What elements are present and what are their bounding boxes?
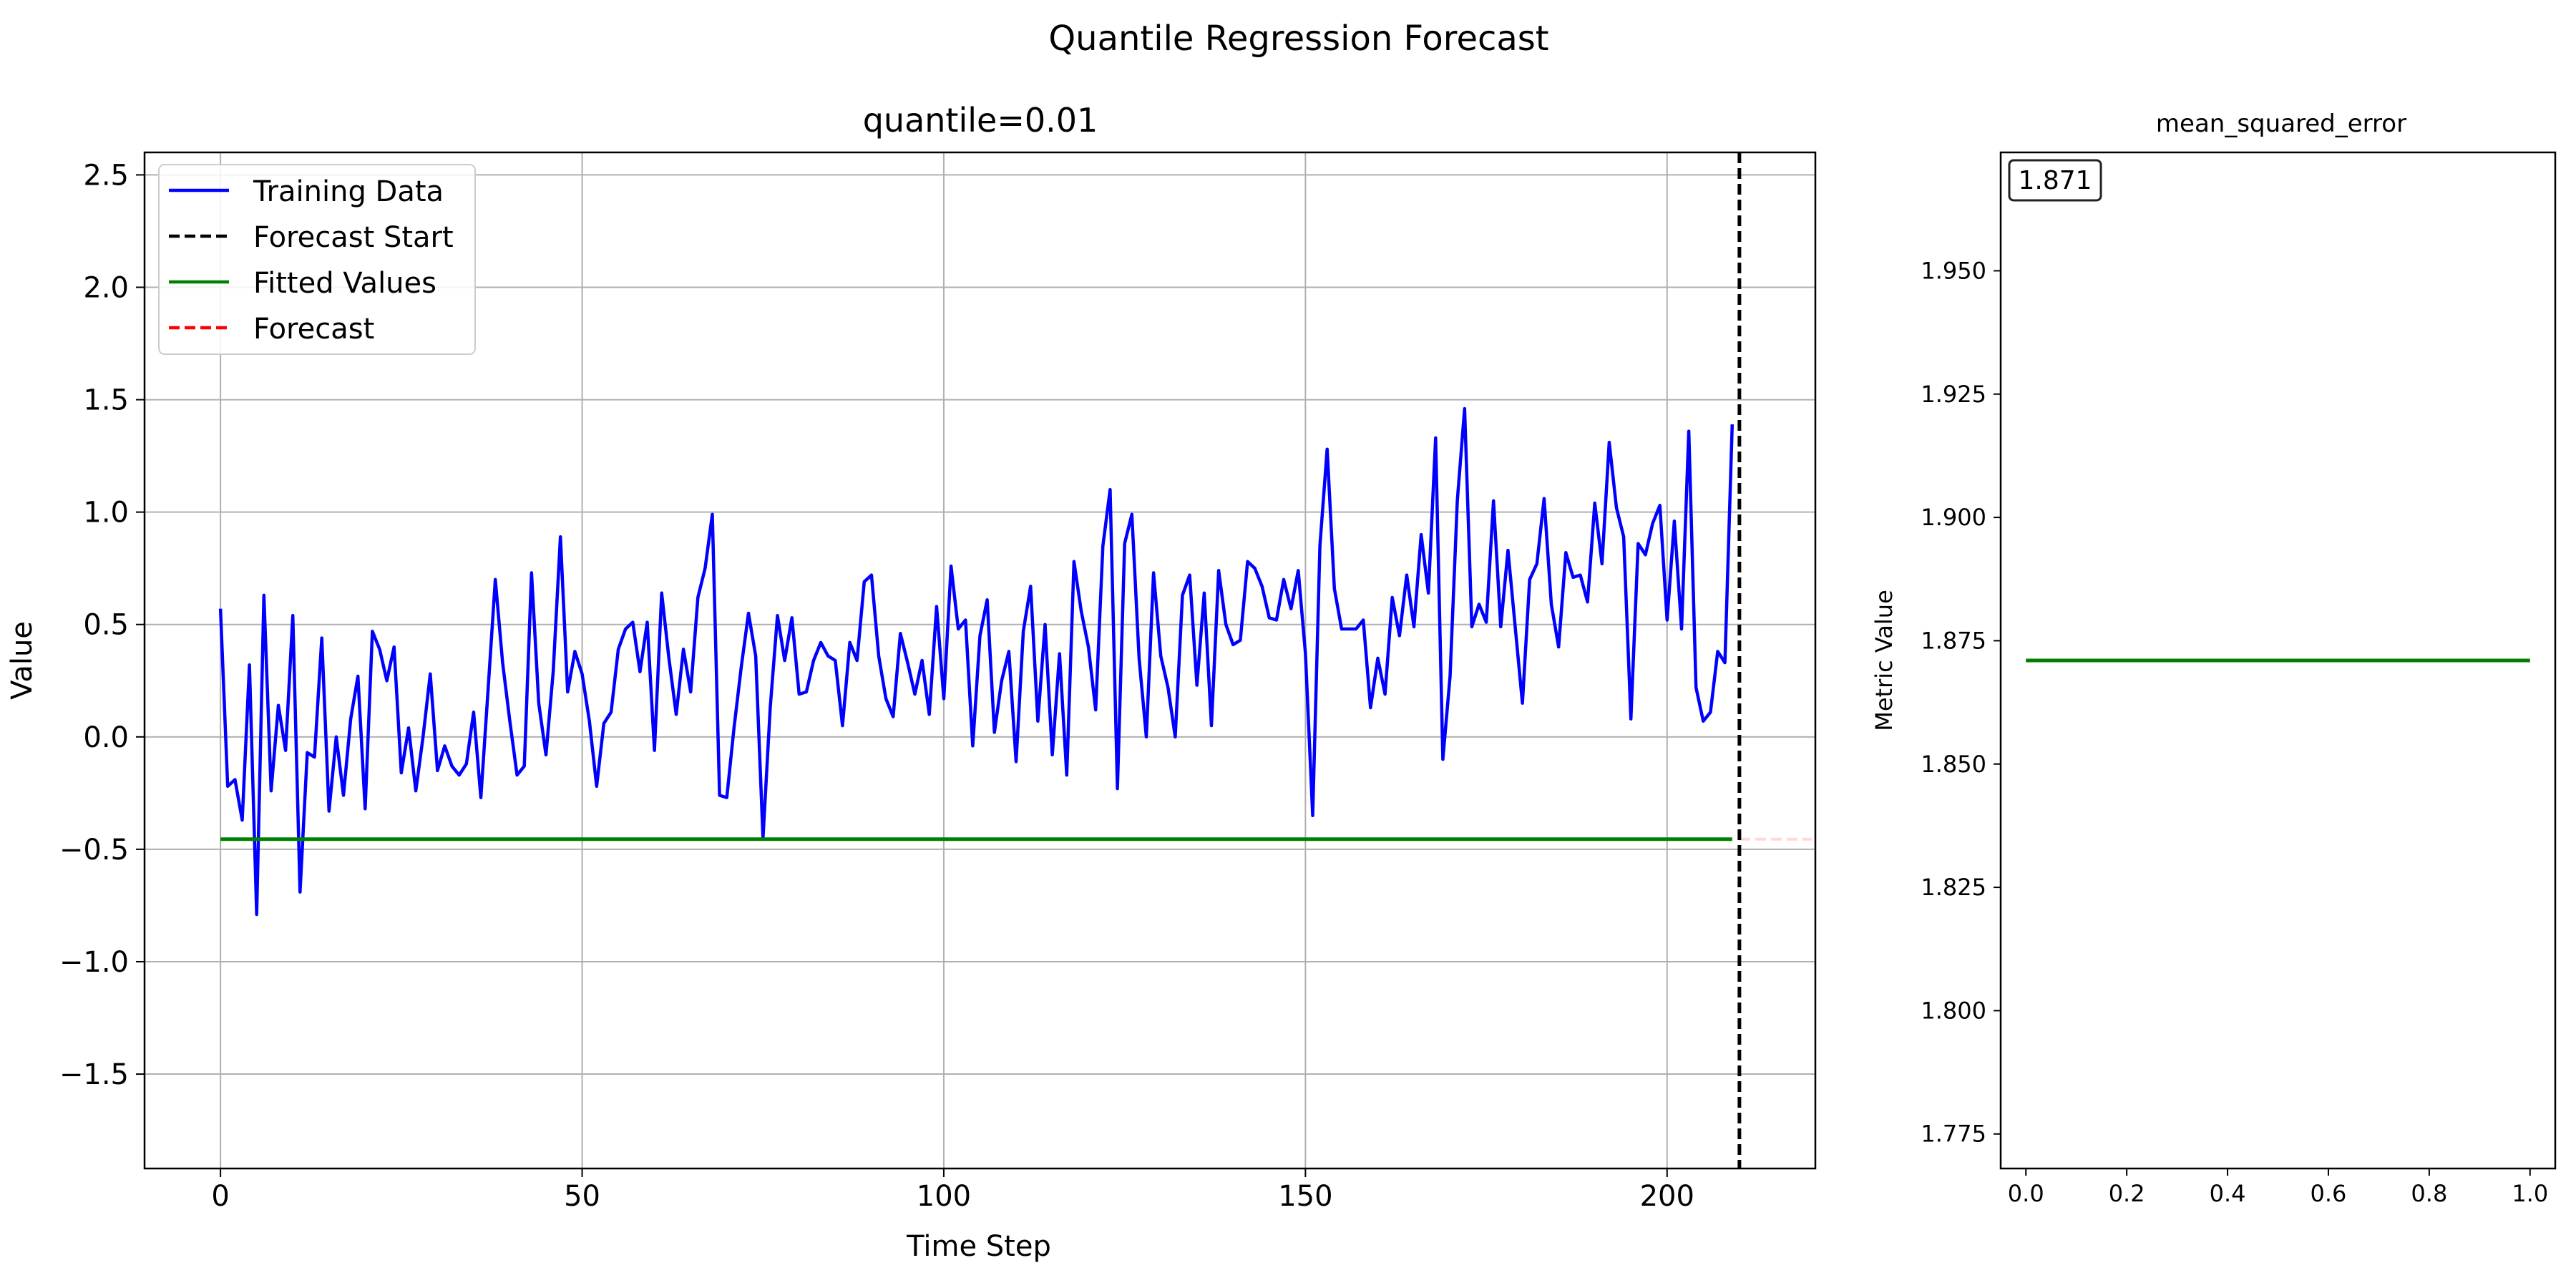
- forecast-panel-frame: [143, 151, 1817, 1170]
- legend-label-training-data: Training Data: [253, 175, 444, 208]
- y-tick-label: 1.5: [83, 384, 129, 417]
- metric-panel-title: mean_squared_error: [2156, 109, 2406, 138]
- legend-label-forecast-start: Forecast Start: [253, 221, 454, 254]
- y-tick-label: 1.925: [1921, 381, 1986, 408]
- metric-panel-frame: [1999, 151, 2557, 1170]
- x-tick-label: 0.0: [2008, 1180, 2044, 1207]
- y-tick-label: 1.800: [1921, 997, 1986, 1024]
- x-tick-label: 150: [1278, 1180, 1332, 1213]
- legend-box: [158, 164, 476, 355]
- metric-panel-y-ticks: 1.775 1.800 1.825 1.850 1.875 1.900 1.925 1.950: [1921, 257, 2001, 1148]
- forecast-panel: quantile=0.01 0 50 100 150 200 −1.5 −1.0 −0.5 0…: [6, 101, 1817, 1263]
- y-tick-label: 0.5: [83, 609, 129, 642]
- metric-value-box: [2008, 159, 2102, 202]
- forecast-panel-x-label: Time Step: [906, 1230, 1051, 1263]
- y-tick-label: 1.875: [1921, 627, 1986, 654]
- forecast-panel-x-ticks: 0 50 100 150 200: [211, 1169, 1694, 1213]
- legend-label-forecast: Forecast: [253, 313, 374, 346]
- metric-value-text: 1.871: [2018, 166, 2092, 195]
- x-tick-label: 50: [564, 1180, 600, 1213]
- y-tick-label: −1.0: [59, 946, 129, 979]
- metric-panel-y-label: Metric Value: [1870, 590, 1898, 731]
- y-tick-label: 1.950: [1921, 257, 1986, 284]
- x-tick-label: 0.2: [2109, 1180, 2145, 1207]
- x-tick-label: 0.4: [2210, 1180, 2246, 1207]
- forecast-panel-title: quantile=0.01: [863, 101, 1098, 140]
- y-tick-label: 2.5: [83, 159, 129, 192]
- x-tick-label: 1.0: [2512, 1180, 2548, 1207]
- y-tick-label: −0.5: [59, 834, 129, 867]
- forecast-panel-y-ticks: −1.5 −1.0 −0.5 0.0 0.5 1.0 1.5 2.0 2.5: [59, 159, 145, 1091]
- figure-suptitle: Quantile Regression Forecast: [1048, 19, 1548, 59]
- series-line-training-data: [218, 406, 1735, 917]
- y-tick-label: 2.0: [83, 271, 129, 304]
- y-tick-label: 1.850: [1921, 751, 1986, 778]
- x-tick-label: 0: [211, 1180, 229, 1213]
- x-tick-label: 0.8: [2411, 1180, 2447, 1207]
- x-tick-label: 100: [917, 1180, 971, 1213]
- metric-panel-x-ticks: 0.0 0.2 0.4 0.6 0.8 1.0: [2008, 1169, 2548, 1207]
- y-tick-label: 1.825: [1921, 874, 1986, 901]
- forecast-panel-series: [218, 152, 1812, 1169]
- x-tick-label: 200: [1640, 1180, 1694, 1213]
- y-tick-label: 1.0: [83, 497, 129, 530]
- y-tick-label: −1.5: [59, 1058, 129, 1091]
- legend: Training Data Forecast Start Fitted Valu…: [158, 164, 476, 355]
- metric-value-annotation: 1.871: [2008, 159, 2102, 202]
- y-tick-label: 1.775: [1921, 1121, 1986, 1148]
- x-tick-label: 0.6: [2311, 1180, 2347, 1207]
- legend-label-fitted-values: Fitted Values: [253, 267, 436, 300]
- forecast-panel-y-label: Value: [6, 621, 39, 700]
- y-tick-label: 1.900: [1921, 504, 1986, 531]
- metric-panel: mean_squared_error 0.0 0.2 0.4 0.6 0.8 1.0 1.…: [1870, 109, 2557, 1207]
- y-tick-label: 0.0: [83, 721, 129, 754]
